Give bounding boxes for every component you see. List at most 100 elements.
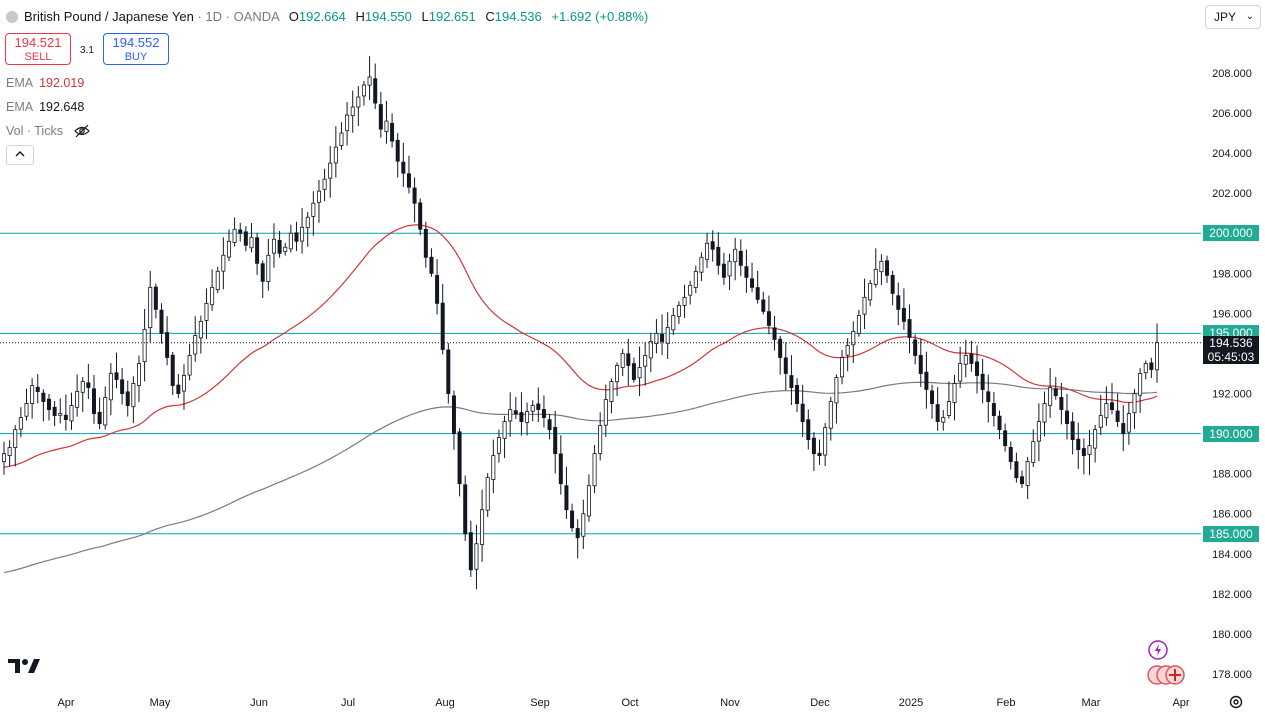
ema-slow-line-group: [3, 381, 1158, 574]
candle-up: [609, 381, 614, 402]
currency-select[interactable]: JPY ⌄: [1205, 5, 1261, 29]
time-axis[interactable]: Apr May Jun Jul Aug Sep Oct Nov Dec 2025 Feb Mar Apr: [57, 697, 1189, 709]
candle-down: [35, 386, 40, 392]
candle-down: [896, 295, 901, 310]
candle-down: [890, 275, 895, 294]
sell-button[interactable]: 194.521 SELL: [5, 33, 71, 65]
candle-down: [913, 339, 918, 356]
ema-slow-value: 192.648: [39, 100, 85, 114]
candle-down: [277, 240, 282, 254]
candle-up: [339, 132, 344, 146]
candle-up: [586, 485, 591, 517]
candle-down: [710, 241, 715, 250]
close-label: C: [485, 9, 495, 24]
candle-up: [328, 162, 333, 179]
candle-down: [997, 415, 1002, 430]
candle-up: [367, 76, 372, 86]
candle-down: [63, 414, 68, 420]
candle-down: [1053, 388, 1058, 396]
candle-down: [575, 528, 580, 539]
candle-up: [322, 178, 327, 190]
candle-down: [817, 452, 822, 457]
candle-up: [598, 425, 603, 454]
candle-down: [120, 379, 125, 394]
candle-up: [648, 341, 653, 359]
candle-up: [142, 329, 147, 363]
candle-down: [1115, 410, 1120, 422]
candle-down: [373, 78, 378, 104]
candle-up: [361, 84, 366, 97]
candle-down: [255, 237, 260, 264]
candle-up: [952, 383, 957, 403]
sell-price: 194.521: [14, 35, 62, 50]
candle-up: [215, 270, 220, 291]
high-label: H: [355, 9, 365, 24]
candle-down: [153, 286, 158, 310]
lightning-icon[interactable]: [1148, 640, 1168, 660]
eye-hidden-icon[interactable]: [74, 124, 91, 138]
tradingview-logo-icon[interactable]: [8, 657, 40, 675]
candle-up: [688, 284, 693, 296]
x-tick-label: Apr: [57, 697, 74, 709]
current-price-tag: 194.536 05:45:03: [1203, 335, 1259, 364]
candle-up: [1031, 441, 1036, 463]
candle-up: [1132, 393, 1137, 414]
candle-down: [519, 412, 524, 422]
ema-fast-legend[interactable]: EMA 192.019: [6, 76, 84, 90]
flag-icon: [6, 11, 18, 23]
candle-up: [643, 355, 648, 367]
price-axis[interactable]: 178.000 180.000 182.000 184.000 186.000 188.0…: [1212, 68, 1252, 681]
candle-down: [165, 332, 170, 358]
candle-down: [716, 246, 721, 266]
candle-up: [266, 254, 271, 282]
candle-down: [980, 373, 985, 390]
ema-slow-line[interactable]: [3, 381, 1158, 574]
ema-slow-legend[interactable]: EMA 192.648: [6, 100, 84, 114]
candle-down: [260, 263, 265, 282]
candle-up: [603, 399, 608, 426]
buy-button[interactable]: 194.552 BUY: [103, 33, 169, 65]
candles: [2, 56, 1160, 590]
ema-fast-line[interactable]: [3, 224, 1158, 468]
candle-up: [941, 417, 946, 423]
candle-up: [1104, 403, 1109, 419]
candle-up: [356, 96, 361, 108]
candle-down: [440, 302, 445, 350]
candle-up: [581, 513, 586, 537]
candle-up: [879, 260, 884, 273]
candle-up: [502, 421, 507, 439]
candle-up: [693, 270, 698, 288]
candle-down: [1070, 421, 1075, 441]
candle-up: [1126, 413, 1131, 433]
y-tick-label: 202.000: [1212, 188, 1252, 200]
gear-icon[interactable]: [1228, 694, 1244, 710]
candle-down: [991, 403, 996, 416]
collapse-legend-button[interactable]: [6, 145, 34, 165]
candle-up: [288, 232, 293, 250]
candle-up: [18, 417, 23, 430]
candle-up: [1155, 342, 1160, 371]
y-tick-label: 206.000: [1212, 108, 1252, 120]
buy-price: 194.552: [112, 35, 160, 50]
volume-legend[interactable]: Vol · Ticks: [6, 124, 91, 138]
x-tick-label: May: [150, 697, 171, 709]
candle-down: [750, 278, 755, 288]
candle-down: [97, 411, 102, 424]
candle-down: [435, 275, 440, 304]
candle-up: [840, 357, 845, 378]
x-tick-label: Apr: [1172, 697, 1189, 709]
x-tick-label: Jul: [341, 697, 355, 709]
level-price-tag: 185.000: [1203, 525, 1259, 542]
x-tick-label: Sep: [530, 697, 550, 709]
candle-down: [755, 287, 760, 300]
y-tick-label: 188.000: [1212, 469, 1252, 481]
candle-down: [969, 353, 974, 364]
x-tick-label: Dec: [810, 697, 830, 709]
candle-up: [283, 246, 288, 252]
y-tick-label: 184.000: [1212, 549, 1252, 561]
symbol-legend[interactable]: British Pound / Japanese Yen · 1D · OAND…: [6, 9, 648, 24]
events-flags-icon[interactable]: [1146, 664, 1186, 686]
candle-down: [513, 410, 518, 414]
candle-down: [159, 309, 164, 334]
